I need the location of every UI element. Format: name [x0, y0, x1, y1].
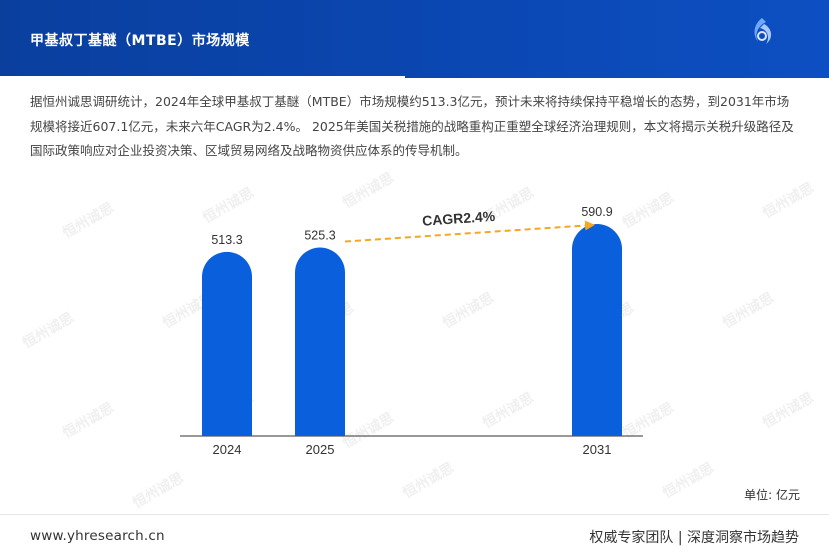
footer-slogan: 权威专家团队 | 深度洞察市场趋势 — [589, 530, 799, 546]
bar-2031 — [572, 224, 622, 436]
footer-divider — [0, 514, 829, 515]
unit-label: 单位: 亿元 — [744, 488, 800, 502]
x-tick-label-2031: 2031 — [583, 442, 612, 457]
header-underline — [0, 76, 405, 78]
cagr-trend-arrow — [344, 220, 595, 243]
website-link[interactable]: www.yhresearch.cn — [30, 528, 165, 544]
value-label-2025: 525.3 — [304, 229, 335, 243]
value-label-2031: 590.9 — [581, 205, 612, 219]
x-tick-label-2024: 2024 — [213, 442, 242, 457]
value-label-2024: 513.3 — [211, 233, 242, 247]
page-title: 甲基叔丁基醚（MTBE）市场规模 — [30, 33, 250, 49]
market-description: 据恒州诚思调研统计，2024年全球甲基叔丁基醚（MTBE）市场规模约513.3亿… — [30, 94, 794, 158]
header-bar: 甲基叔丁基醚（MTBE）市场规模 — [0, 0, 829, 78]
bar-2025 — [295, 247, 345, 436]
brand-logo-icon — [754, 18, 772, 44]
cagr-annotation: CAGR2.4% — [422, 208, 497, 229]
bar-2024 — [202, 251, 252, 436]
x-tick-label-2025: 2025 — [306, 442, 335, 457]
